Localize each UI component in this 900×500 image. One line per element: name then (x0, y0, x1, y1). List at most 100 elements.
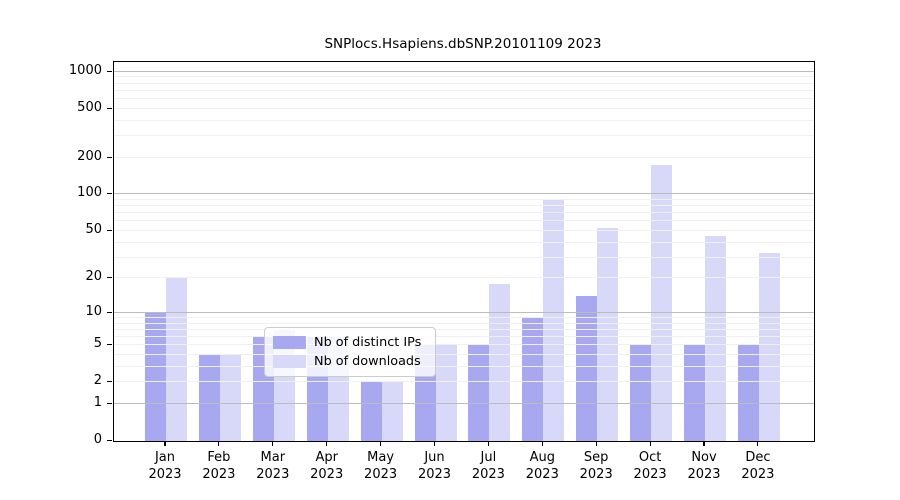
bar-nb-of-distinct-ips-jul (468, 345, 490, 441)
x-tick-jan (164, 441, 166, 446)
gridline-minor-600 (114, 98, 814, 99)
x-tick-mar (272, 441, 274, 446)
x-tick-sep (595, 441, 597, 446)
gridline-minor-8 (114, 322, 814, 324)
bar-nb-of-downloads-oct (651, 164, 673, 441)
x-tick-dec (757, 441, 759, 446)
gridline-major-10 (114, 311, 814, 313)
bar-nb-of-downloads-jul (489, 283, 511, 441)
gridline-minor-3 (114, 365, 814, 367)
legend-label-distinct-ips: Nb of distinct IPs (314, 335, 422, 350)
gridline-minor-20 (114, 277, 814, 279)
x-tick-label-oct: Oct 2023 (633, 450, 667, 482)
y-tick-10 (107, 311, 112, 313)
gridline-minor-2 (114, 381, 814, 383)
gridline-minor-50 (114, 229, 814, 231)
y-tick-1000 (107, 70, 112, 72)
x-tick-label-nov: Nov 2023 (687, 450, 721, 482)
y-tick-label-5: 5 (93, 336, 102, 352)
y-tick-label-0: 0 (93, 432, 102, 447)
gridline-minor-70 (114, 212, 814, 214)
y-tick-50 (107, 229, 112, 231)
x-tick-label-jan: Jan 2023 (148, 450, 182, 482)
bar-nb-of-downloads-sep (597, 227, 619, 441)
x-tick-jul (487, 441, 489, 446)
bar-nb-of-distinct-ips-dec (737, 345, 759, 441)
x-tick-apr (326, 441, 328, 446)
x-tick-feb (218, 441, 220, 446)
gridline-minor-700 (114, 89, 814, 91)
bar-nb-of-downloads-jun (435, 345, 457, 441)
y-tick-label-200: 200 (77, 148, 102, 164)
bar-nb-of-distinct-ips-jan (145, 312, 166, 441)
y-tick-20 (107, 277, 112, 279)
y-tick-label-20: 20 (85, 269, 102, 285)
y-tick-label-500: 500 (77, 99, 102, 115)
gridline-minor-5 (114, 344, 814, 346)
bar-nb-of-downloads-aug (543, 199, 565, 441)
y-tick-label-10: 10 (85, 303, 102, 319)
x-tick-label-aug: Aug 2023 (525, 450, 559, 482)
gridline-major-1 (114, 403, 814, 404)
y-tick-500 (107, 107, 112, 109)
gridline-major-1000 (114, 70, 814, 72)
legend-label-downloads: Nb of downloads (314, 354, 421, 369)
bar-nb-of-distinct-ips-feb (198, 355, 220, 441)
gridline-minor-900 (114, 76, 814, 78)
gridline-minor-500 (114, 107, 814, 109)
bar-nb-of-distinct-ips-may (360, 382, 382, 441)
plot-area (113, 61, 815, 442)
bar-nb-of-downloads-jan (166, 278, 187, 441)
x-tick-label-sep: Sep 2023 (579, 450, 613, 482)
x-tick-label-mar: Mar 2023 (256, 450, 290, 482)
y-tick-1 (107, 403, 112, 405)
y-tick-2 (107, 381, 112, 383)
x-tick-label-may: May 2023 (364, 450, 398, 482)
x-tick-aug (541, 441, 543, 446)
gridline-minor-300 (114, 135, 814, 136)
x-tick-label-jul: Jul 2023 (471, 450, 505, 482)
y-tick-label-100: 100 (77, 185, 102, 201)
bar-nb-of-distinct-ips-nov (684, 345, 705, 441)
y-tick-200 (107, 156, 112, 158)
gridline-minor-30 (114, 256, 814, 258)
legend-swatch-downloads (273, 355, 306, 368)
gridline-minor-4 (114, 354, 814, 355)
gridline-major-100 (114, 193, 814, 195)
bar-nb-of-distinct-ips-sep (576, 296, 598, 441)
bar-nb-of-downloads-feb (219, 355, 241, 441)
gridline-minor-7 (114, 328, 814, 330)
y-tick-label-1000: 1000 (68, 62, 102, 78)
y-tick-5 (107, 344, 112, 346)
legend: Nb of distinct IPs Nb of downloads (264, 327, 436, 377)
x-tick-label-apr: Apr 2023 (310, 450, 344, 482)
x-tick-label-feb: Feb 2023 (202, 450, 236, 482)
y-tick-0 (107, 440, 112, 442)
legend-item-downloads: Nb of downloads (273, 354, 427, 369)
bar-nb-of-downloads-may (381, 382, 403, 441)
x-tick-may (380, 441, 382, 446)
bar-nb-of-distinct-ips-oct (630, 345, 652, 441)
gridline-minor-6 (114, 336, 814, 337)
gridline-minor-200 (114, 156, 814, 158)
legend-swatch-distinct-ips (273, 336, 306, 349)
x-tick-label-dec: Dec 2023 (741, 450, 775, 482)
gridline-minor-400 (114, 119, 814, 121)
gridline-minor-60 (114, 220, 814, 222)
gridline-minor-40 (114, 241, 814, 243)
gridline-minor-800 (114, 82, 814, 84)
x-tick-nov (703, 441, 705, 446)
bar-nb-of-distinct-ips-aug (522, 317, 544, 441)
y-tick-label-50: 50 (85, 221, 102, 237)
chart-title: SNPlocs.Hsapiens.dbSNP.20101109 2023 (324, 36, 602, 52)
y-tick-100 (107, 193, 112, 195)
y-tick-label-1: 1 (93, 395, 102, 410)
gridline-minor-90 (114, 198, 814, 200)
gridline-minor-9 (114, 316, 814, 318)
bar-nb-of-downloads-dec (758, 252, 780, 441)
bar-nb-of-downloads-nov (705, 236, 726, 441)
x-tick-oct (649, 441, 651, 446)
legend-item-distinct-ips: Nb of distinct IPs (273, 335, 427, 350)
gridline-minor-80 (114, 205, 814, 207)
